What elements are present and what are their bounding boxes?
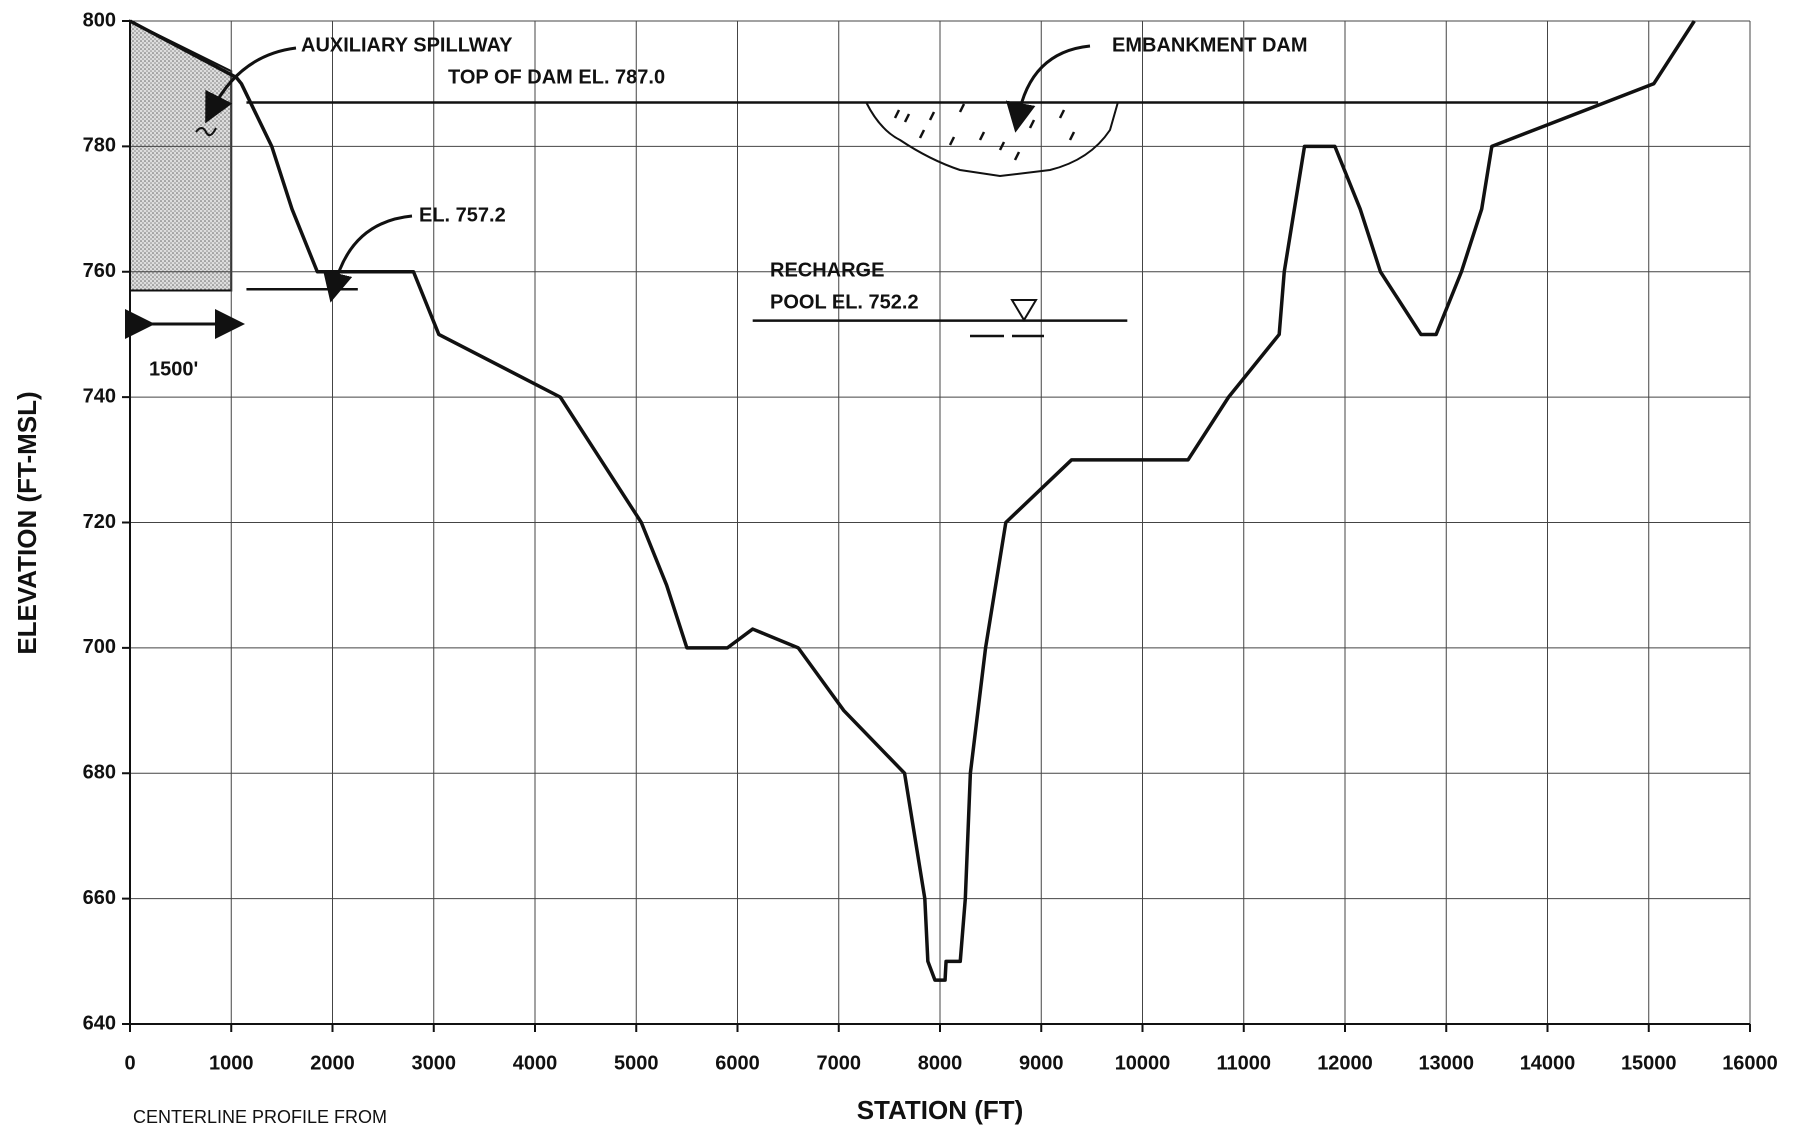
y-tick-label: 680 xyxy=(83,762,116,784)
y-tick-label: 640 xyxy=(83,1012,116,1034)
source-note: CENTERLINE PROFILE FROM xyxy=(133,1107,387,1127)
x-tick-label: 7000 xyxy=(817,1052,862,1074)
y-tick-label: 660 xyxy=(83,887,116,909)
x-tick-label: 8000 xyxy=(918,1052,963,1074)
x-tick-label: 11000 xyxy=(1216,1052,1271,1074)
x-tick-label: 10000 xyxy=(1115,1052,1171,1074)
y-axis-label: ELEVATION (FT-MSL) xyxy=(12,391,42,654)
x-tick-label: 9000 xyxy=(1019,1052,1064,1074)
squiggle xyxy=(195,127,217,137)
annotation: EL. 757.2 xyxy=(419,204,506,226)
annotation: 1500' xyxy=(149,358,198,380)
embankment-hatch xyxy=(893,103,1076,161)
x-tick-label: 6000 xyxy=(715,1052,760,1074)
x-tick-label: 14000 xyxy=(1520,1052,1576,1074)
y-tick-label: 800 xyxy=(83,9,116,31)
x-tick-label: 12000 xyxy=(1317,1052,1373,1074)
x-tick-label: 3000 xyxy=(412,1052,457,1074)
annotation: RECHARGE xyxy=(770,259,884,281)
annotation: TOP OF DAM EL. 787.0 xyxy=(448,66,665,88)
y-tick-label: 700 xyxy=(83,636,116,658)
annotation: AUXILIARY SPILLWAY xyxy=(301,34,513,56)
y-tick-label: 720 xyxy=(83,511,116,533)
y-tick-label: 760 xyxy=(83,260,116,282)
annotation: EMBANKMENT DAM xyxy=(1112,34,1308,56)
x-tick-label: 2000 xyxy=(310,1052,355,1074)
x-axis-label: STATION (FT) xyxy=(857,1095,1024,1125)
x-tick-label: 15000 xyxy=(1621,1052,1677,1074)
x-tick-label: 0 xyxy=(124,1052,135,1074)
x-tick-label: 5000 xyxy=(614,1052,659,1074)
x-tick-label: 16000 xyxy=(1722,1052,1778,1074)
x-tick-label: 1000 xyxy=(209,1052,254,1074)
y-tick-label: 780 xyxy=(83,135,116,157)
arrow xyxy=(205,46,297,124)
embankment-sketch xyxy=(865,101,1119,178)
profile-line xyxy=(129,19,1696,982)
water-symbol xyxy=(1010,299,1038,322)
spillway-region xyxy=(129,19,233,292)
x-tick-label: 13000 xyxy=(1418,1052,1474,1074)
arrow xyxy=(322,214,413,303)
y-tick-label: 740 xyxy=(83,385,116,407)
x-tick-label: 4000 xyxy=(513,1052,558,1074)
annotation: POOL EL. 752.2 xyxy=(770,291,919,313)
arrow xyxy=(1005,44,1091,133)
